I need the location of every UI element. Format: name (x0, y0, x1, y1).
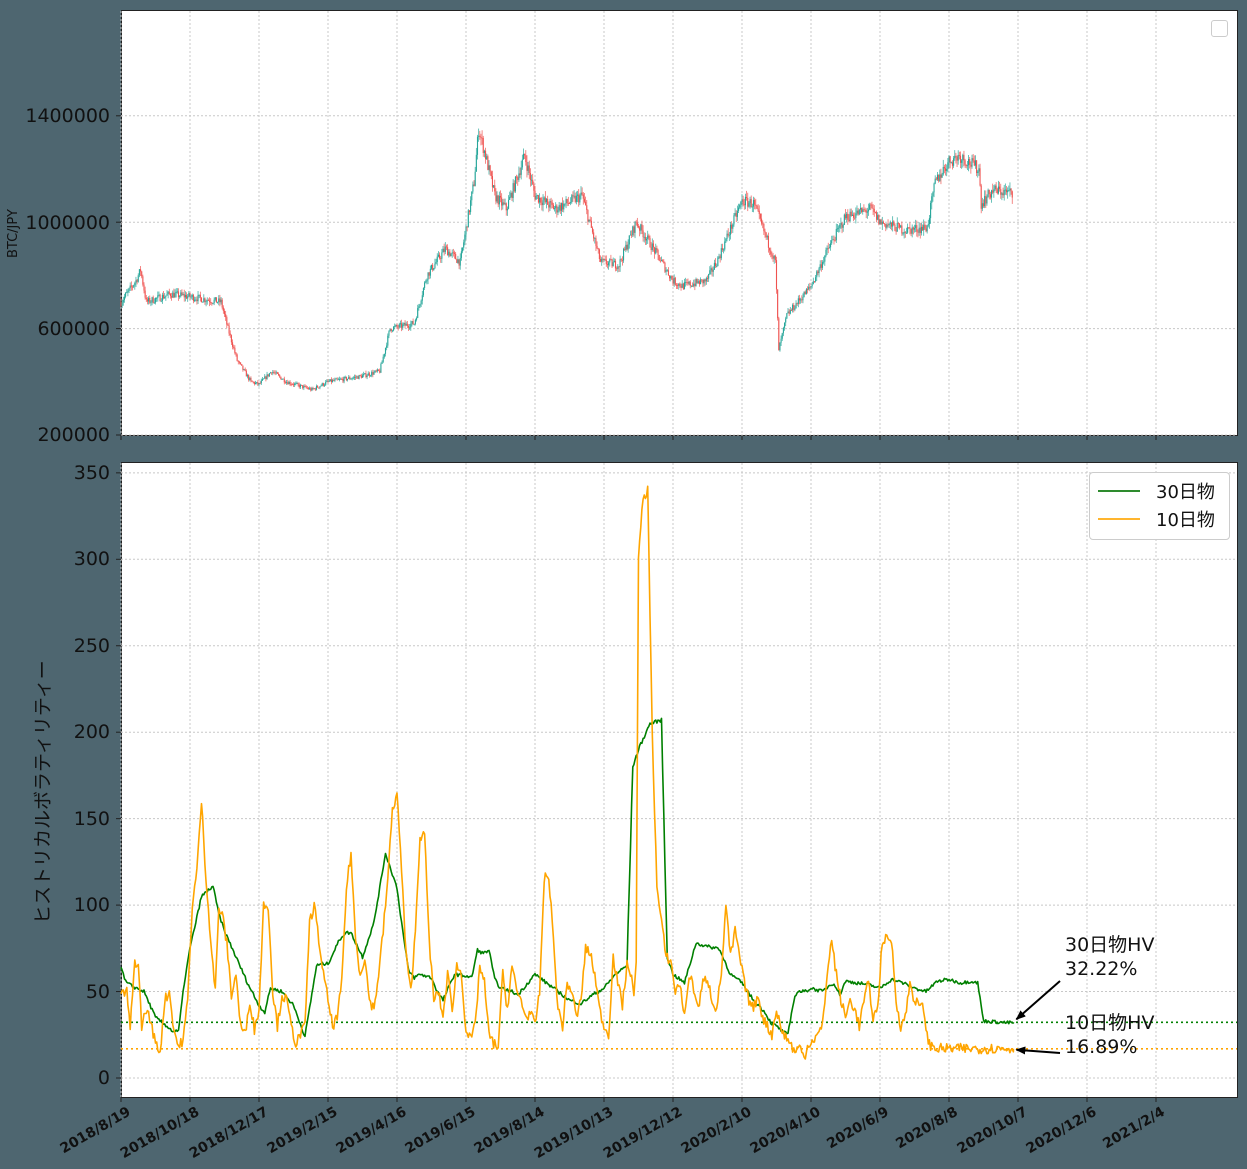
vol-ytick: 300 (73, 548, 110, 570)
vol-ytick: 0 (97, 1067, 110, 1089)
vol-ytick: 200 (73, 721, 110, 743)
price-ytick: 1000000 (25, 212, 110, 234)
vol-legend: 30日物 10日物 (1089, 472, 1230, 540)
price-chart-axes (121, 10, 1238, 436)
legend-swatch-orange (1098, 518, 1140, 520)
vol-y-axis-label: ヒストリカルボラティリティー (32, 660, 54, 924)
legend-item-30d: 30日物 (1098, 478, 1215, 504)
vol-ytick: 50 (85, 981, 110, 1003)
price-ytick: 1400000 (25, 105, 110, 127)
vol-ytick: 100 (73, 894, 110, 916)
legend-label: 30日物 (1156, 482, 1215, 503)
vol-ytick: 150 (73, 808, 110, 830)
price-chart-empty-legend (1211, 20, 1228, 37)
legend-label: 10日物 (1156, 510, 1215, 531)
price-ytick: 600000 (37, 318, 110, 340)
vol-ytick: 250 (73, 635, 110, 657)
legend-item-10d: 10日物 (1098, 506, 1215, 532)
legend-swatch-green (1098, 490, 1140, 492)
annotation-10d-hv: 10日物HV 16.89% (1065, 1012, 1155, 1058)
vol-ytick: 350 (73, 462, 110, 484)
annotation-30d-hv: 30日物HV 32.22% (1065, 934, 1155, 980)
price-ytick: 200000 (37, 424, 110, 446)
